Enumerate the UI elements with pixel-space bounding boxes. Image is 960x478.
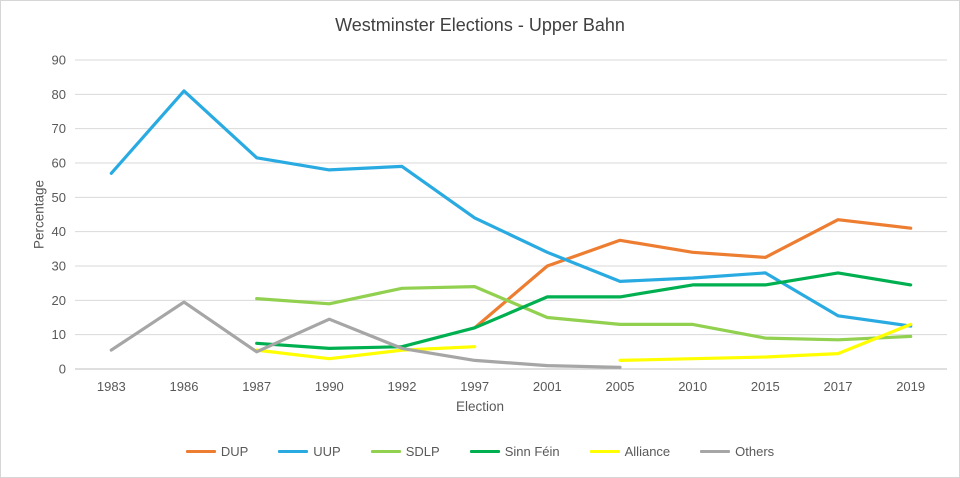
x-tick-label: 2001 <box>533 379 562 394</box>
x-tick-label: 1986 <box>170 379 199 394</box>
legend-item-sdlp: SDLP <box>370 444 440 459</box>
legend-swatch-icon <box>185 450 216 453</box>
legend: DUP UUP SDLP Sinn Féin Alliance Others <box>1 444 959 459</box>
x-tick-label: 2019 <box>896 379 925 394</box>
y-tick-label: 10 <box>52 327 66 342</box>
x-tick-label: 1987 <box>242 379 271 394</box>
legend-label: DUP <box>220 444 249 459</box>
legend-label: Alliance <box>624 444 671 459</box>
legend-swatch-icon <box>370 450 401 453</box>
legend-label: Sinn Féin <box>504 444 560 459</box>
legend-label: SDLP <box>405 444 440 459</box>
legend-label: UUP <box>313 444 341 459</box>
legend-item-others: Others <box>700 444 774 459</box>
legend-swatch-icon <box>700 450 731 453</box>
legend-item-dup: DUP <box>185 444 249 459</box>
legend-swatch-icon <box>469 450 500 453</box>
series-line-alliance <box>255 345 477 361</box>
legend-swatch-icon <box>278 450 309 453</box>
x-tick-label: 1990 <box>315 379 344 394</box>
y-tick-label: 70 <box>52 121 66 136</box>
series-line-sdlp <box>255 285 913 342</box>
y-tick-label: 30 <box>52 259 66 274</box>
legend-item-alliance: Alliance <box>589 444 671 459</box>
y-tick-label: 90 <box>52 53 66 68</box>
y-tick-label: 40 <box>52 224 66 239</box>
x-tick-label: 1992 <box>388 379 417 394</box>
series-line-alliance <box>618 322 913 362</box>
x-axis-title: Election <box>455 399 505 414</box>
y-tick-label: 0 <box>59 362 66 377</box>
x-tick-label: 2017 <box>824 379 853 394</box>
y-tick-label: 80 <box>52 87 66 102</box>
legend-item-sinn-f-in: Sinn Féin <box>469 444 560 459</box>
series-line-sinn-f-in <box>255 271 913 350</box>
legend-label: Others <box>735 444 775 459</box>
series-line-others <box>109 300 622 369</box>
x-tick-label: 1997 <box>460 379 489 394</box>
x-tick-label: 2005 <box>606 379 635 394</box>
legend-swatch-icon <box>589 450 620 453</box>
x-tick-label: 1983 <box>97 379 126 394</box>
chart-title: Westminster Elections - Upper Bahn <box>335 15 625 35</box>
series-line-dup <box>473 218 913 330</box>
y-tick-label: 50 <box>52 190 66 205</box>
y-tick-label: 20 <box>52 293 66 308</box>
y-tick-label: 60 <box>52 156 66 171</box>
x-tick-label: 2010 <box>678 379 707 394</box>
legend-item-uup: UUP <box>278 444 341 459</box>
series-line-uup <box>109 89 913 328</box>
x-tick-label: 2015 <box>751 379 780 394</box>
